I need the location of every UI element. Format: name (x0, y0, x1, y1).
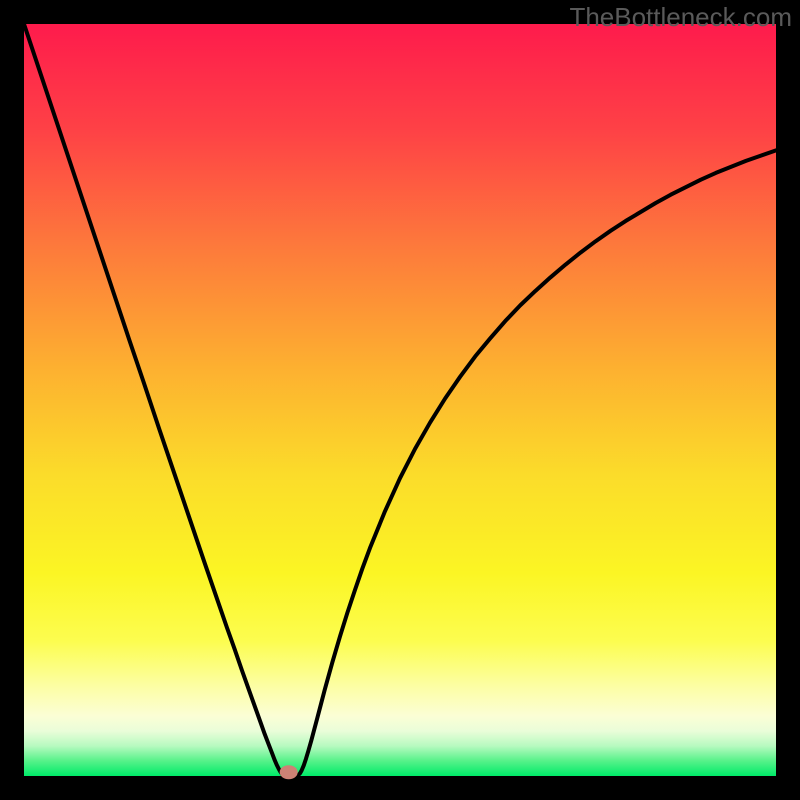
plot-frame (0, 0, 800, 800)
watermark-text: TheBottleneck.com (569, 2, 792, 33)
figure-root: TheBottleneck.com (0, 0, 800, 800)
plot-background (24, 24, 776, 776)
minimum-marker (280, 765, 298, 779)
